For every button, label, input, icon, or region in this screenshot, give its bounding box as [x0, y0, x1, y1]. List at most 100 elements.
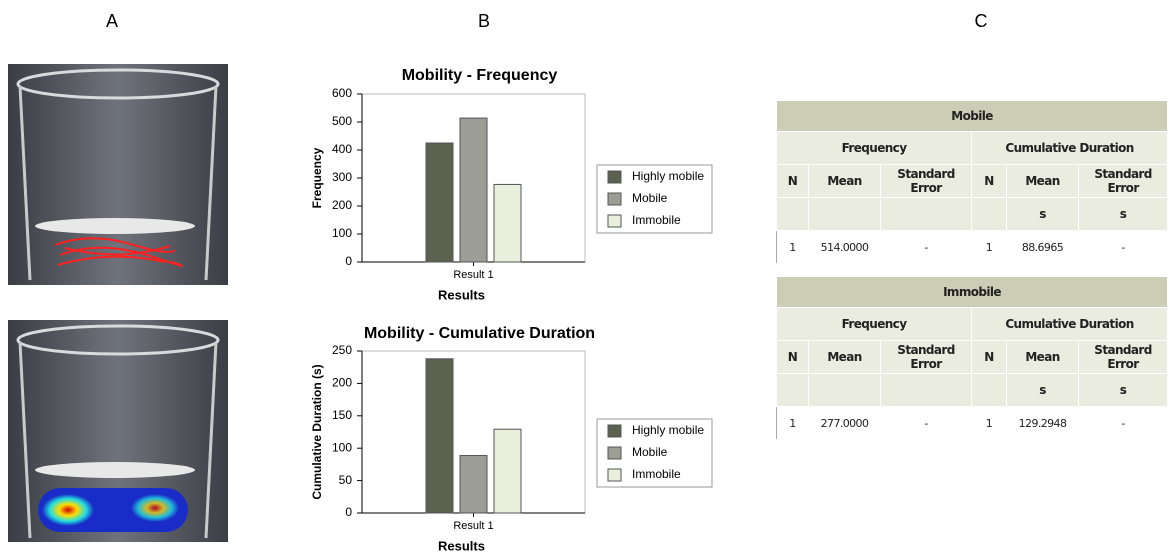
legend-swatch	[608, 193, 621, 205]
y-tick-label: 150	[332, 408, 352, 422]
y-axis-label: Cumulative Duration (s)	[310, 364, 324, 499]
data-cell: 1	[777, 407, 809, 440]
title-row: Mobile	[777, 101, 1168, 132]
y-axis-label: Frequency	[310, 147, 324, 208]
y-tick-label: 600	[332, 86, 352, 100]
tracking-image	[8, 64, 228, 285]
column-header: N	[972, 341, 1007, 374]
x-tick-label: Result 1	[453, 269, 493, 281]
unit-cell	[809, 374, 881, 407]
unit-cell	[972, 198, 1007, 231]
x-axis-label: Results	[438, 287, 485, 302]
table-title: Immobile	[777, 277, 1168, 308]
data-cell: 514.0000	[809, 231, 881, 264]
legend-label: Immobile	[632, 213, 681, 227]
unit-cell	[777, 374, 809, 407]
legend-swatch	[608, 215, 621, 227]
x-tick-label: Result 1	[453, 520, 493, 532]
bar	[460, 456, 487, 513]
data-cell: 88.6965	[1007, 231, 1079, 264]
legend-label: Mobile	[632, 445, 668, 459]
legend-swatch	[608, 171, 621, 183]
page: A B C Mobility - Frequency Frequency Resul…	[0, 0, 1169, 554]
water-surface	[35, 218, 195, 234]
column-header: Mean	[809, 341, 881, 374]
group-header: Frequency	[777, 132, 972, 165]
x-axis-label: Results	[438, 538, 485, 553]
unit-cell	[972, 374, 1007, 407]
panel-label: B	[478, 11, 490, 31]
column-header: Standard Error	[881, 341, 972, 374]
y-tick-label: 100	[332, 440, 352, 454]
y-tick-label: 100	[332, 226, 352, 240]
y-tick-label: 50	[339, 473, 353, 487]
heat-spot	[131, 494, 179, 522]
table-title: Mobile	[777, 101, 1168, 132]
data-cell: -	[1079, 231, 1168, 264]
unit-row: ss	[777, 198, 1168, 231]
y-tick-label: 250	[332, 343, 352, 357]
y-tick-label: 300	[332, 170, 352, 184]
group-header: Frequency	[777, 308, 972, 341]
water-surface	[35, 462, 195, 478]
y-tick-label: 400	[332, 142, 352, 156]
data-cell: 1	[972, 407, 1007, 440]
bar	[494, 429, 521, 513]
y-tick-label: 500	[332, 114, 352, 128]
panel-label: C	[975, 11, 988, 31]
y-tick-label: 0	[345, 505, 352, 519]
bar	[460, 118, 487, 262]
heat-spot	[42, 494, 94, 526]
group-header: Cumulative Duration	[972, 132, 1168, 165]
column-header: N	[777, 341, 809, 374]
column-header: Mean	[1007, 341, 1079, 374]
legend-swatch	[608, 447, 621, 459]
data-cell: 277.0000	[809, 407, 881, 440]
header-row: NMeanStandard ErrorNMeanStandard Error	[777, 341, 1168, 374]
legend-label: Highly mobile	[632, 423, 704, 437]
column-header: N	[777, 165, 809, 198]
legend-label: Highly mobile	[632, 169, 704, 183]
column-header: Mean	[809, 165, 881, 198]
legend-swatch	[608, 469, 621, 481]
bar	[426, 359, 453, 513]
column-header: Standard Error	[881, 165, 972, 198]
title-row: Immobile	[777, 277, 1168, 308]
unit-cell	[777, 198, 809, 231]
y-tick-label: 0	[345, 254, 352, 268]
heatmap-image	[8, 320, 228, 542]
legend-label: Mobile	[632, 191, 668, 205]
data-cell: 1	[972, 231, 1007, 264]
unit-cell: s	[1079, 198, 1168, 231]
unit-cell	[809, 198, 881, 231]
data-cell: -	[881, 231, 972, 264]
data-cell: -	[881, 407, 972, 440]
column-header: Mean	[1007, 165, 1079, 198]
unit-cell: s	[1079, 374, 1168, 407]
unit-cell: s	[1007, 198, 1079, 231]
column-header: Standard Error	[1079, 341, 1168, 374]
legend-swatch	[608, 425, 621, 437]
bar	[494, 184, 521, 262]
unit-cell	[881, 198, 972, 231]
chart-title: Mobility - Cumulative Duration	[364, 325, 595, 342]
bar	[426, 143, 453, 262]
legend-label: Immobile	[632, 467, 681, 481]
y-tick-label: 200	[332, 376, 352, 390]
panel-label: A	[106, 11, 118, 31]
data-cell: 129.2948	[1007, 407, 1079, 440]
group-header: Cumulative Duration	[972, 308, 1168, 341]
unit-cell: s	[1007, 374, 1079, 407]
column-header: Standard Error	[1079, 165, 1168, 198]
unit-cell	[881, 374, 972, 407]
chart-title: Mobility - Frequency	[402, 67, 558, 84]
data-cell: -	[1079, 407, 1168, 440]
